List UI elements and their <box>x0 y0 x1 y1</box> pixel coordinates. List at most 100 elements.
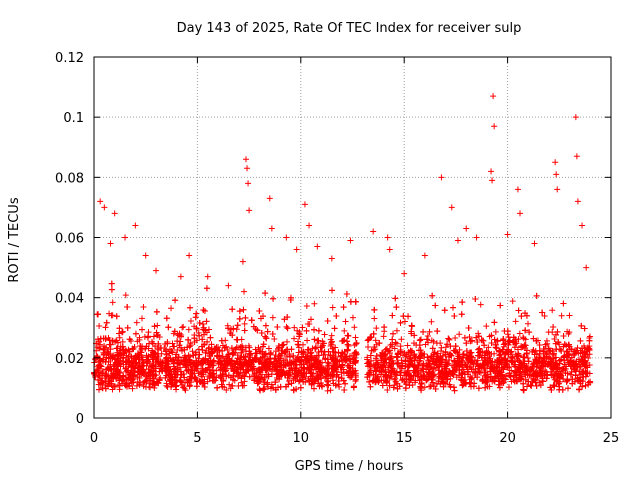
roti-cloud-point <box>438 368 445 375</box>
roti-cloud-point <box>286 362 293 369</box>
roti-cloud-point <box>338 375 345 382</box>
roti-cloud-point <box>189 348 196 355</box>
roti-cloud-point <box>342 380 349 387</box>
roti-cloud-point <box>324 318 331 325</box>
roti-cloud-point <box>564 376 571 383</box>
roti-cloud-point <box>512 318 519 325</box>
roti-cloud-point <box>516 330 523 337</box>
roti-cloud-point <box>277 383 284 390</box>
roti-cloud-point <box>366 378 373 385</box>
roti-cloud-point <box>284 314 291 321</box>
roti-cloud-point <box>581 361 588 368</box>
roti-cloud-point <box>284 346 291 353</box>
roti-cloud-point <box>293 386 300 393</box>
roti-cloud-point <box>175 359 182 366</box>
roti-cloud-point <box>551 363 558 370</box>
roti-cloud-point <box>547 368 554 375</box>
roti-cloud-point <box>200 371 207 378</box>
roti-cloud-point <box>176 330 183 337</box>
roti-cloud-point <box>352 378 359 385</box>
roti-cloud-point <box>95 336 102 343</box>
roti-cloud-point <box>492 344 499 351</box>
roti-cloud-point <box>187 342 194 349</box>
roti-cloud-point <box>325 382 332 389</box>
roti-cloud-point <box>260 341 267 348</box>
roti-cloud-point <box>241 320 248 327</box>
roti-cloud-point <box>192 375 199 382</box>
roti-cloud-point <box>255 344 262 351</box>
roti-cloud-point <box>349 314 356 321</box>
roti-cloud-point <box>477 348 484 355</box>
roti-cloud-point <box>162 374 169 381</box>
roti-cloud-point <box>263 335 270 342</box>
roti-cloud-point <box>522 336 529 343</box>
roti-cloud-point <box>234 322 241 329</box>
roti-cloud-point <box>143 356 150 363</box>
roti-cloud-point <box>501 327 508 334</box>
roti-cloud-point <box>551 335 558 342</box>
roti-cloud-point <box>256 308 263 315</box>
roti-cloud-point <box>568 368 575 375</box>
roti-cloud-point <box>298 357 305 364</box>
roti-cloud-point <box>483 379 490 386</box>
roti-cloud-point <box>497 302 504 309</box>
roti-cloud-point <box>487 368 494 375</box>
roti-cloud-point <box>452 366 459 373</box>
roti-cloud-point <box>451 358 458 365</box>
roti-cloud-point <box>497 371 504 378</box>
roti-cloud-point <box>414 365 421 372</box>
roti-cloud-point <box>186 383 193 390</box>
roti-cloud-point <box>98 363 105 370</box>
roti-cloud-point <box>536 342 543 349</box>
roti-cloud-point <box>238 362 245 369</box>
roti-cloud-point <box>96 345 103 352</box>
roti-cloud-point <box>438 348 445 355</box>
roti-cloud-point <box>236 308 243 315</box>
roti-cloud-point <box>267 351 274 358</box>
roti-cloud-point <box>419 351 426 358</box>
roti-cloud-point <box>150 373 157 380</box>
roti-cloud-point <box>390 384 397 391</box>
roti-cloud-point <box>103 370 110 377</box>
roti-cloud-point <box>491 375 498 382</box>
roti-cloud-point <box>220 370 227 377</box>
roti-cloud-point <box>305 346 312 353</box>
roti-cloud-point <box>429 357 436 364</box>
roti-cloud-point <box>579 345 586 352</box>
roti-cloud-point <box>341 386 348 393</box>
roti-cloud-point <box>96 323 103 330</box>
roti-cloud-point <box>292 370 299 377</box>
roti-cloud-point <box>385 364 392 371</box>
roti-cloud-point <box>108 286 115 293</box>
roti-cloud-point <box>327 387 334 394</box>
roti-cloud-point <box>201 308 208 315</box>
roti-cloud-point <box>116 325 123 332</box>
roti-cloud-point <box>458 311 465 318</box>
roti-cloud-point <box>429 292 436 299</box>
roti-cloud-point <box>237 365 244 372</box>
roti-cloud-point <box>394 353 401 360</box>
roti-cloud-point <box>253 369 260 376</box>
roti-cloud-point <box>99 368 106 375</box>
roti-cloud-point <box>314 340 321 347</box>
roti-cloud-point <box>400 313 407 320</box>
roti-cloud-point <box>191 338 198 345</box>
roti-cloud-point <box>282 383 289 390</box>
roti-cloud-point <box>152 359 159 366</box>
roti-cloud-point <box>424 363 431 370</box>
roti-cloud-point <box>227 358 234 365</box>
roti-cloud-point <box>387 363 394 370</box>
roti-cloud-point <box>439 352 446 359</box>
roti-cloud-point <box>300 361 307 368</box>
roti-cloud-point <box>223 343 230 350</box>
roti-cloud-point <box>299 324 306 331</box>
roti-cloud-point <box>456 355 463 362</box>
roti-cloud-point <box>518 375 525 382</box>
roti-cloud-point <box>132 330 139 337</box>
roti-cloud-point <box>576 386 583 393</box>
roti-cloud-point <box>187 353 194 360</box>
roti-cloud-point <box>181 358 188 365</box>
roti-cloud-point <box>483 323 490 330</box>
roti-cloud-point <box>521 360 528 367</box>
roti-cloud-point <box>110 370 117 377</box>
